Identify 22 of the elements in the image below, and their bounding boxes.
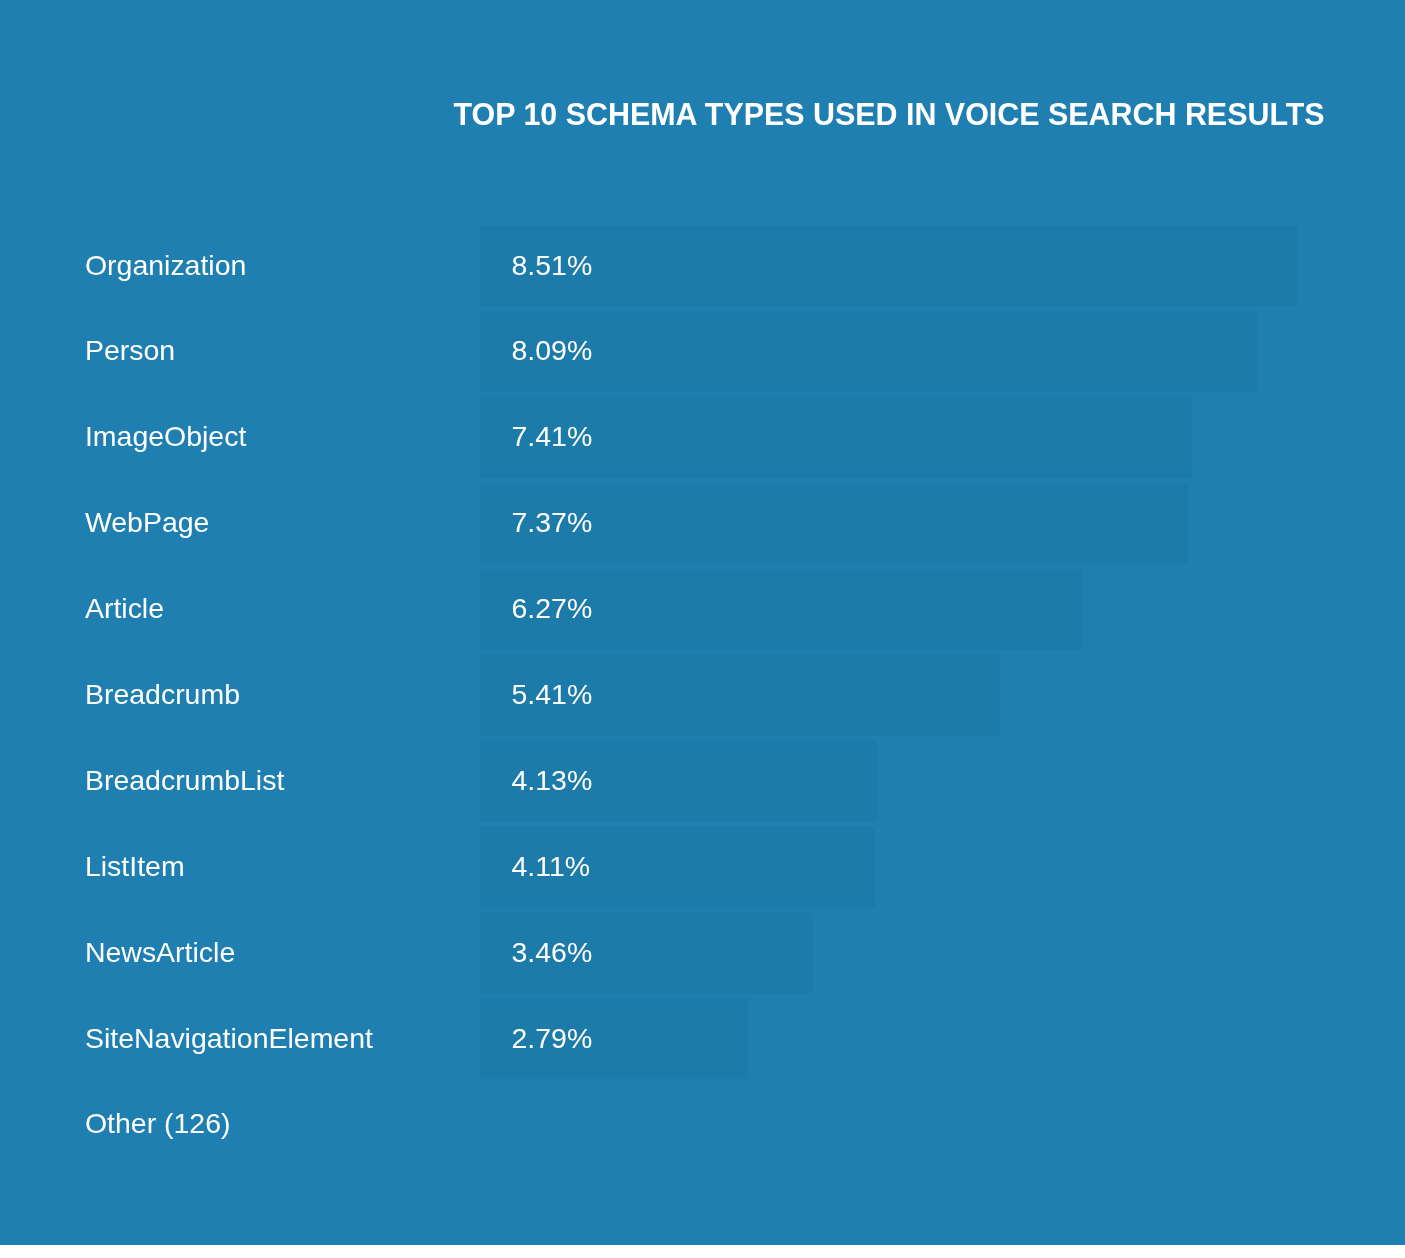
data-label: 2.79% [511, 1021, 593, 1054]
data-label: 5.41% [511, 677, 593, 710]
data-label: 4.11% [511, 849, 591, 882]
data-label: 8.51% [511, 248, 593, 281]
y-tick-label: Breadcrumb [84, 677, 241, 710]
y-tick-label: BreadcrumbList [84, 763, 285, 796]
y-tick-label: SiteNavigationElement [84, 1021, 374, 1054]
chart-title: TOP 10 SCHEMA TYPES USED IN VOICE SEARCH RESULTS [453, 97, 1325, 132]
y-tick-label: NewsArticle [84, 935, 236, 968]
data-label: 7.41% [511, 420, 593, 453]
y-tick-label: Organization [84, 248, 247, 281]
y-tick-label: ListItem [84, 849, 185, 882]
data-label: 3.46% [511, 935, 593, 968]
y-tick-label: ImageObject [84, 420, 247, 453]
data-label: 6.27% [511, 592, 593, 625]
data-label: 4.13% [511, 763, 593, 796]
y-tick-label: Other (126) [84, 1107, 231, 1140]
y-tick-label: WebPage [84, 506, 210, 539]
data-label: 7.37% [511, 506, 593, 539]
data-label: 8.09% [511, 334, 593, 367]
y-tick-label: Person [84, 334, 176, 367]
y-tick-label: Article [84, 592, 165, 625]
